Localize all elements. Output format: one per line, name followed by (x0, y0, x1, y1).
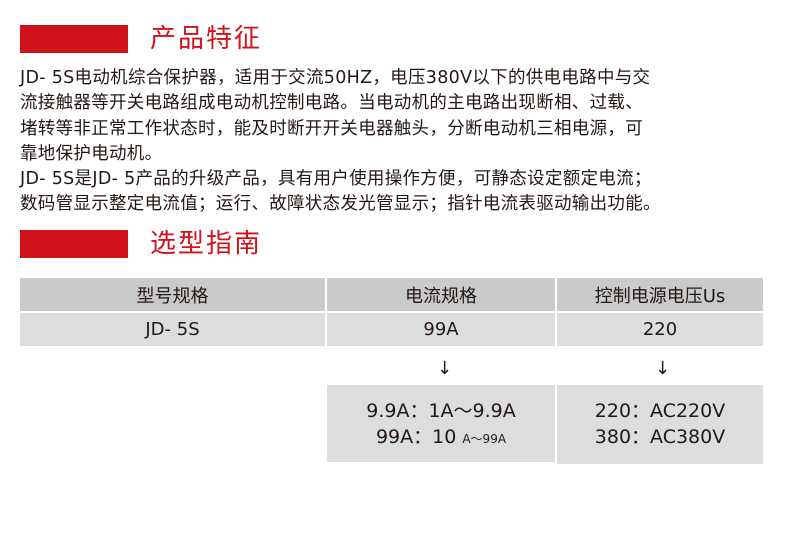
text-line: 流接触器等开关电路组成电动机控制电路。当电动机的主电路出现断相、过载、 (20, 93, 643, 114)
voltage-option: 380：AC380V (594, 426, 726, 448)
cell-current: 99A (327, 313, 555, 346)
arrow-down-icon: ↓ (655, 358, 671, 379)
section-title-selection: 选型指南 (150, 229, 263, 259)
current-option: 99A：10 A～99A (327, 424, 555, 452)
cell-model: JD- 5S (20, 313, 325, 346)
cell-voltage: 220 (557, 313, 763, 346)
text-line: 堵转等非正常工作状态时，能及时断开开关电器触头，分断电动机三相电源，可 (20, 118, 643, 139)
header-voltage: 控制电源电压Us (557, 278, 763, 311)
current-option: 9.9A：1A～9.9A (366, 400, 516, 422)
option-text: 99A：10 (375, 426, 463, 448)
features-text: JD- 5S电动机综合保护器，适用于交流50HZ，电压380V以下的供电电路中与… (20, 66, 780, 218)
text-line: 靠地保护电动机。 (20, 143, 163, 164)
text-line: JD- 5S是JD- 5产品的升级产品，具有用户使用操作方便，可静态设定额定电流… (20, 169, 652, 190)
option-text-small: A～99A (462, 432, 507, 446)
section-marker-bar (20, 230, 128, 258)
current-options-box: 9.9A：1A～9.9A 99A：10 A～99A (327, 385, 555, 462)
voltage-option: 220：AC220V (594, 400, 726, 422)
section-marker-bar (20, 25, 128, 53)
voltage-options-box: 220：AC220V 380：AC380V (557, 385, 763, 464)
header-model: 型号规格 (20, 278, 325, 311)
text-line: JD- 5S电动机综合保护器，适用于交流50HZ，电压380V以下的供电电路中与… (20, 68, 651, 88)
header-current: 电流规格 (327, 278, 555, 311)
text-line: 数码管显示整定电流值；运行、故障状态发光管显示；指针电流表驱动输出功能。 (20, 194, 661, 215)
section-title-features: 产品特征 (150, 24, 263, 54)
arrow-down-icon: ↓ (437, 358, 453, 379)
